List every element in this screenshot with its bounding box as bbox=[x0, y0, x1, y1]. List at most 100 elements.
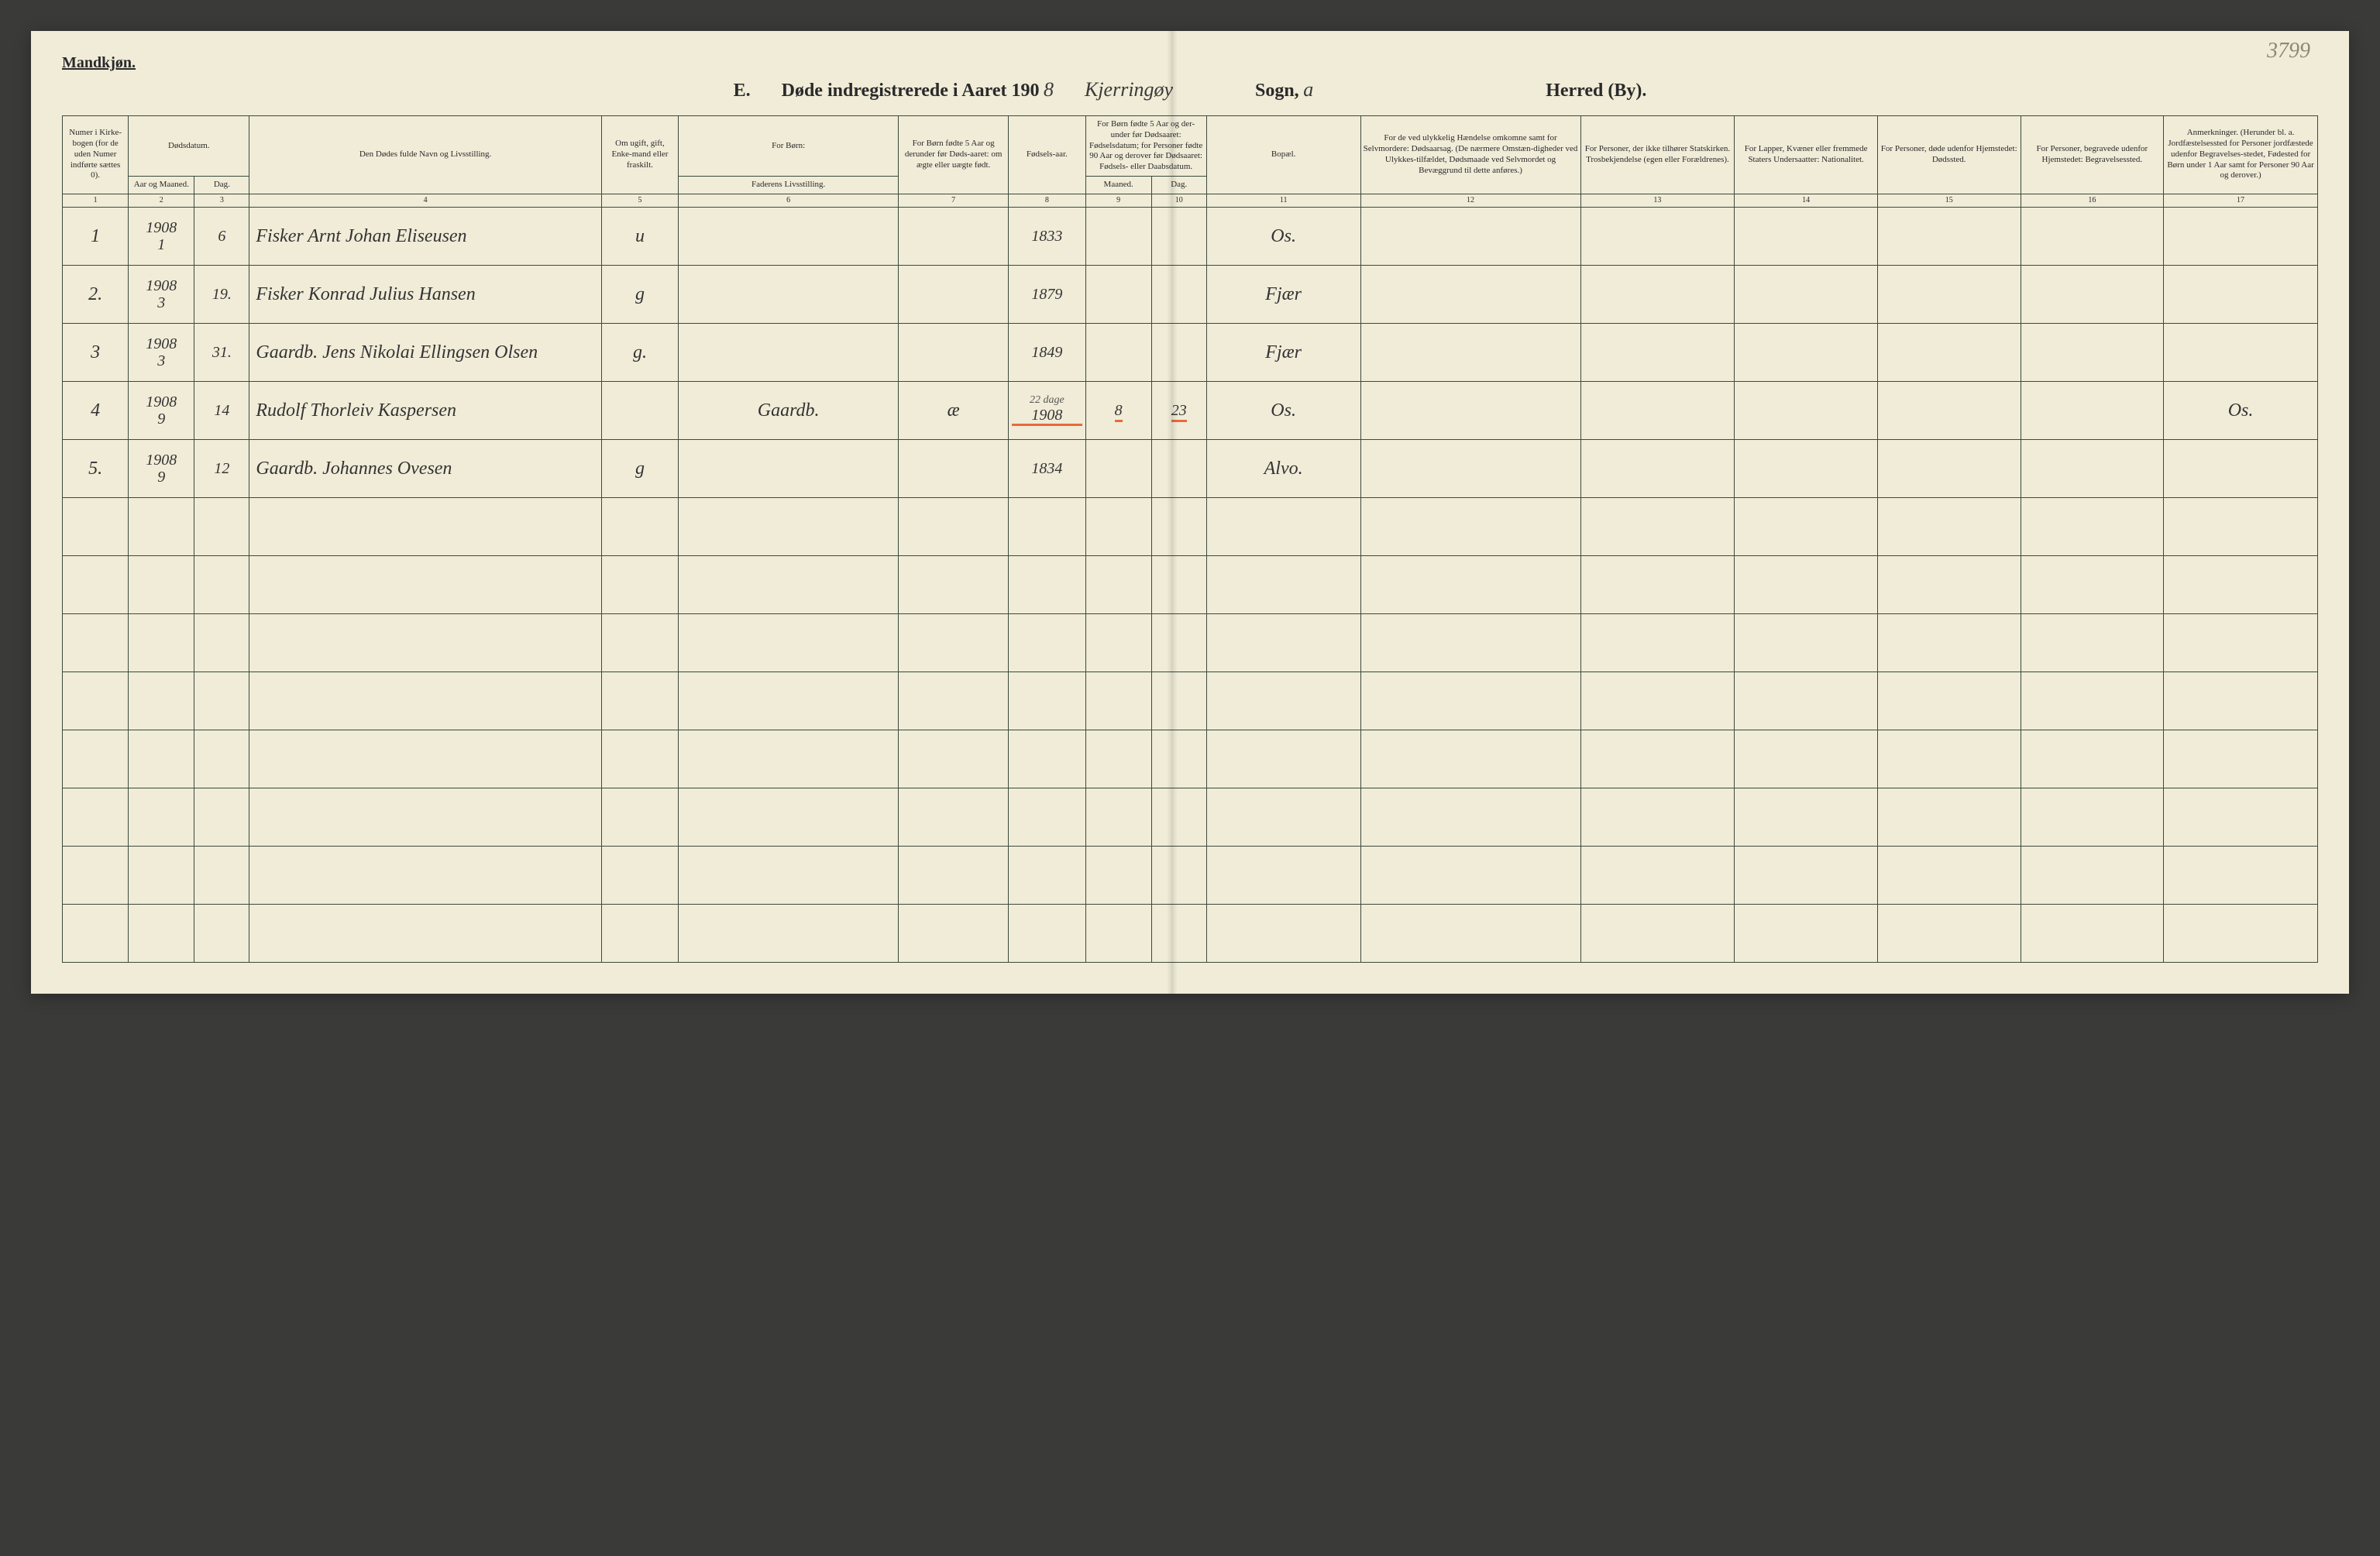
table-row-empty bbox=[63, 847, 2318, 905]
empty-cell bbox=[129, 905, 194, 963]
empty-cell bbox=[1151, 498, 1206, 556]
table-row: 5.1908912Gaardb. Johannes Oveseng1834Alv… bbox=[63, 440, 2318, 498]
birth-month bbox=[1085, 440, 1151, 498]
death-year-month: 19081 bbox=[129, 208, 194, 266]
empty-cell bbox=[899, 788, 1009, 847]
col-header-14: For Lapper, Kvæner eller fremmede Stater… bbox=[1735, 116, 1878, 194]
empty-cell bbox=[2164, 672, 2318, 730]
empty-cell bbox=[1877, 672, 2021, 730]
colnum: 3 bbox=[194, 194, 249, 208]
empty-cell bbox=[899, 905, 1009, 963]
empty-cell bbox=[63, 556, 129, 614]
empty-cell bbox=[601, 614, 678, 672]
death-place bbox=[1877, 440, 2021, 498]
empty-cell bbox=[1085, 672, 1151, 730]
birth-day bbox=[1151, 266, 1206, 324]
residence: Os. bbox=[1206, 208, 1360, 266]
death-cause bbox=[1360, 266, 1580, 324]
empty-cell bbox=[679, 614, 899, 672]
col-header-6-group: For Børn: bbox=[679, 116, 899, 177]
empty-cell bbox=[1085, 847, 1151, 905]
colnum: 7 bbox=[899, 194, 1009, 208]
empty-cell bbox=[899, 672, 1009, 730]
colnum: 9 bbox=[1085, 194, 1151, 208]
empty-cell bbox=[2021, 905, 2164, 963]
empty-cell bbox=[249, 498, 601, 556]
legitimacy bbox=[899, 324, 1009, 382]
entry-number: 1 bbox=[63, 208, 129, 266]
empty-cell bbox=[2164, 788, 2318, 847]
remarks: Os. bbox=[2164, 382, 2318, 440]
table-header: Numer i Kirke-bogen (for de uden Numer i… bbox=[63, 116, 2318, 208]
col-header-5: Om ugift, gift, Enke-mand eller fraskilt… bbox=[601, 116, 678, 194]
empty-cell bbox=[1151, 672, 1206, 730]
death-cause bbox=[1360, 440, 1580, 498]
empty-cell bbox=[1877, 788, 2021, 847]
empty-cell bbox=[1580, 672, 1735, 730]
death-day: 31. bbox=[194, 324, 249, 382]
empty-cell bbox=[1151, 730, 1206, 788]
empty-cell bbox=[679, 788, 899, 847]
empty-cell bbox=[1009, 730, 1085, 788]
empty-cell bbox=[679, 556, 899, 614]
col-header-9-10-group: For Børn fødte 5 Aar og der-under før Dø… bbox=[1085, 116, 1206, 177]
col-header-13: For Personer, der ikke tilhører Statskir… bbox=[1580, 116, 1735, 194]
empty-cell bbox=[1580, 788, 1735, 847]
burial-place bbox=[2021, 324, 2164, 382]
colnum: 15 bbox=[1877, 194, 2021, 208]
entry-number: 4 bbox=[63, 382, 129, 440]
empty-cell bbox=[2021, 730, 2164, 788]
faith bbox=[1580, 440, 1735, 498]
colnum: 6 bbox=[679, 194, 899, 208]
faith bbox=[1580, 208, 1735, 266]
empty-cell bbox=[1735, 730, 1878, 788]
empty-cell bbox=[1580, 556, 1735, 614]
empty-cell bbox=[2164, 730, 2318, 788]
empty-cell bbox=[1877, 556, 2021, 614]
empty-cell bbox=[194, 847, 249, 905]
burial-place bbox=[2021, 382, 2164, 440]
father-occupation bbox=[679, 324, 899, 382]
empty-cell bbox=[63, 905, 129, 963]
remarks bbox=[2164, 208, 2318, 266]
table-row: 2.1908319.Fisker Konrad Julius Hanseng18… bbox=[63, 266, 2318, 324]
empty-cell bbox=[249, 672, 601, 730]
empty-cell bbox=[1360, 847, 1580, 905]
empty-cell bbox=[129, 672, 194, 730]
empty-cell bbox=[679, 847, 899, 905]
column-number-row: 1 2 3 4 5 6 7 8 9 10 11 12 13 14 15 16 1… bbox=[63, 194, 2318, 208]
empty-cell bbox=[2164, 614, 2318, 672]
empty-cell bbox=[679, 498, 899, 556]
empty-cell bbox=[2021, 556, 2164, 614]
empty-cell bbox=[1206, 498, 1360, 556]
birth-year: 1833 bbox=[1009, 208, 1085, 266]
death-day: 19. bbox=[194, 266, 249, 324]
table-row-empty bbox=[63, 788, 2318, 847]
empty-cell bbox=[129, 847, 194, 905]
marital-status: u bbox=[601, 208, 678, 266]
nationality bbox=[1735, 266, 1878, 324]
empty-cell bbox=[1009, 672, 1085, 730]
empty-cell bbox=[2021, 847, 2164, 905]
empty-cell bbox=[1206, 905, 1360, 963]
section-letter: E. bbox=[734, 81, 751, 101]
birth-year: 22 dage1908 bbox=[1009, 382, 1085, 440]
col-header-dodsdatum: Dødsdatum. bbox=[129, 116, 249, 177]
name-occupation: Rudolf Thorleiv Kaspersen bbox=[249, 382, 601, 440]
death-cause bbox=[1360, 382, 1580, 440]
marital-status bbox=[601, 382, 678, 440]
col-header-16: For Personer, begravede udenfor Hjemsted… bbox=[2021, 116, 2164, 194]
empty-cell bbox=[899, 730, 1009, 788]
death-day: 12 bbox=[194, 440, 249, 498]
death-year-month: 19083 bbox=[129, 266, 194, 324]
empty-cell bbox=[1735, 556, 1878, 614]
birth-year: 1849 bbox=[1009, 324, 1085, 382]
empty-cell bbox=[601, 730, 678, 788]
empty-cell bbox=[1009, 847, 1085, 905]
col-header-1: Numer i Kirke-bogen (for de uden Numer i… bbox=[63, 116, 129, 194]
empty-cell bbox=[899, 614, 1009, 672]
death-day: 6 bbox=[194, 208, 249, 266]
empty-cell bbox=[601, 672, 678, 730]
death-year-month: 19083 bbox=[129, 324, 194, 382]
col-header-12: For de ved ulykkelig Hændelse omkomne sa… bbox=[1360, 116, 1580, 194]
